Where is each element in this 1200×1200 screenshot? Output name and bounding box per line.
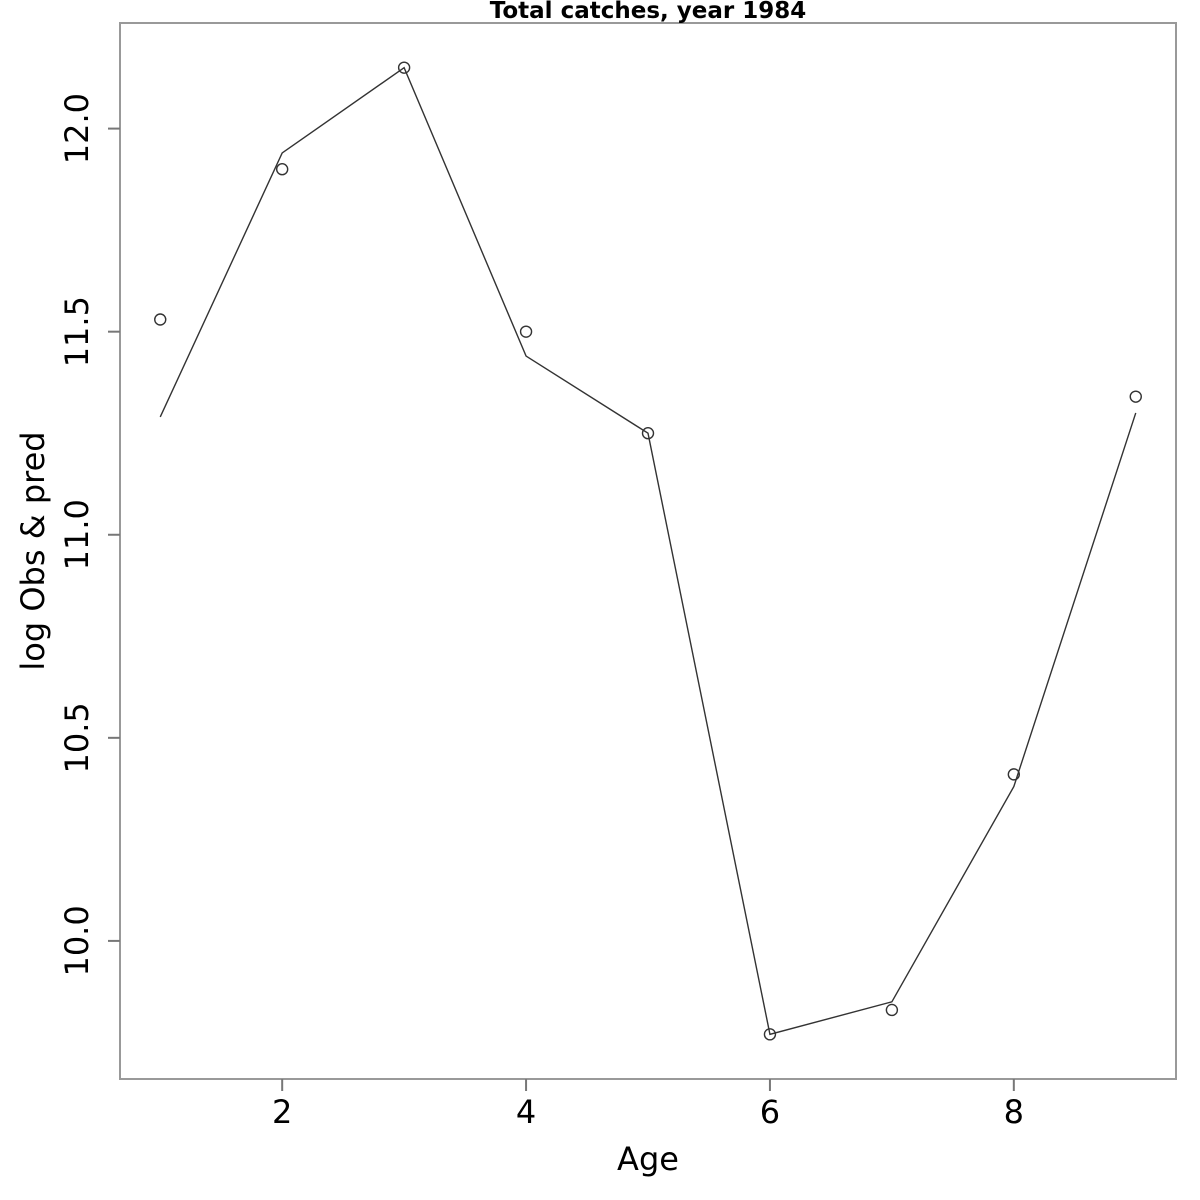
data-point (1007, 768, 1021, 781)
y-tick-label: 11.0 (58, 499, 96, 570)
x-axis-label: Age (617, 1140, 679, 1178)
data-point (397, 61, 411, 74)
x-axis: 2 4 6 8 (272, 1079, 1024, 1131)
x-tick-label: 4 (516, 1093, 536, 1131)
y-axis: 10.0 10.5 11.0 11.5 12.0 (58, 93, 120, 977)
y-tick-label: 12.0 (58, 93, 96, 164)
x-tick-label: 6 (760, 1093, 780, 1131)
prediction-line (159, 66, 1137, 1036)
data-point (885, 1003, 899, 1017)
observed-points (154, 61, 1142, 1041)
data-point (1129, 390, 1142, 403)
chart-title: Total catches, year 1984 (490, 0, 807, 24)
data-point (641, 427, 655, 440)
data-point (763, 1028, 777, 1041)
y-tick-label: 10.5 (58, 702, 96, 773)
y-tick-label: 11.5 (58, 296, 96, 367)
plot-box (119, 22, 1177, 1080)
x-tick-label: 2 (272, 1093, 292, 1131)
data-point (519, 325, 533, 338)
y-tick-label: 10.0 (58, 905, 96, 976)
data-point (275, 163, 289, 176)
data-point (154, 313, 167, 326)
x-tick-label: 8 (1004, 1093, 1024, 1131)
y-axis-label: log Obs & pred (14, 431, 52, 670)
